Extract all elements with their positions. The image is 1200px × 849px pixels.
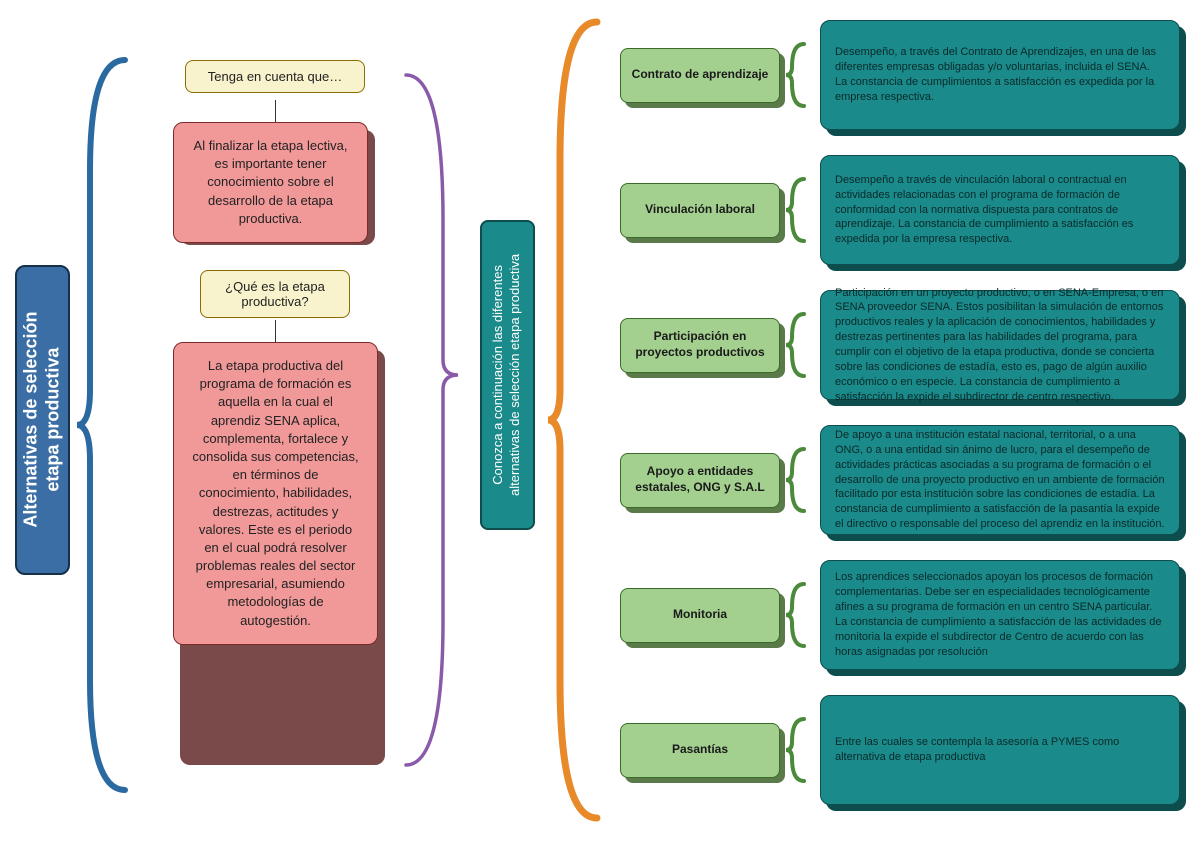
brace-green <box>784 445 809 515</box>
mid-title-box: Conozca a continuación las diferentesalt… <box>480 220 535 530</box>
brace-blue <box>75 50 135 800</box>
brace-green <box>784 40 809 110</box>
alt-description: Los aprendices seleccionados apoyan los … <box>820 560 1180 670</box>
brace-orange <box>545 10 610 830</box>
alt-label: Monitoria <box>620 588 780 643</box>
note-label: Tenga en cuenta que… <box>185 60 365 93</box>
connector-question <box>275 320 276 342</box>
note-body: Al finalizar la etapa lectiva, es import… <box>173 122 368 243</box>
mid-title: Conozca a continuación las diferentesalt… <box>491 254 525 496</box>
question-label: ¿Qué es la etapa productiva? <box>200 270 350 318</box>
brace-purple <box>398 60 468 780</box>
root-title: Alternativas de selecciónetapa productiv… <box>21 312 64 528</box>
alt-label: Vinculación laboral <box>620 183 780 238</box>
alt-description: Entre las cuales se contempla la asesorí… <box>820 695 1180 805</box>
alt-label: Pasantías <box>620 723 780 778</box>
alt-label: Contrato de aprendizaje <box>620 48 780 103</box>
alt-label: Participación en proyectos productivos <box>620 318 780 373</box>
connector-note <box>275 100 276 122</box>
root-title-box: Alternativas de selecciónetapa productiv… <box>15 265 70 575</box>
brace-green <box>784 310 809 380</box>
alt-description: Desempeño, a través del Contrato de Apre… <box>820 20 1180 130</box>
alt-label: Apoyo a entidades estatales, ONG y S.A.L <box>620 453 780 508</box>
alt-description: Desempeño a través de vinculación labora… <box>820 155 1180 265</box>
brace-green <box>784 715 809 785</box>
alt-description: De apoyo a una institución estatal nacio… <box>820 425 1180 535</box>
brace-green <box>784 580 809 650</box>
alt-description: Participación en un proyecto productivo,… <box>820 290 1180 400</box>
question-body: La etapa productiva del programa de form… <box>173 342 378 645</box>
brace-green <box>784 175 809 245</box>
